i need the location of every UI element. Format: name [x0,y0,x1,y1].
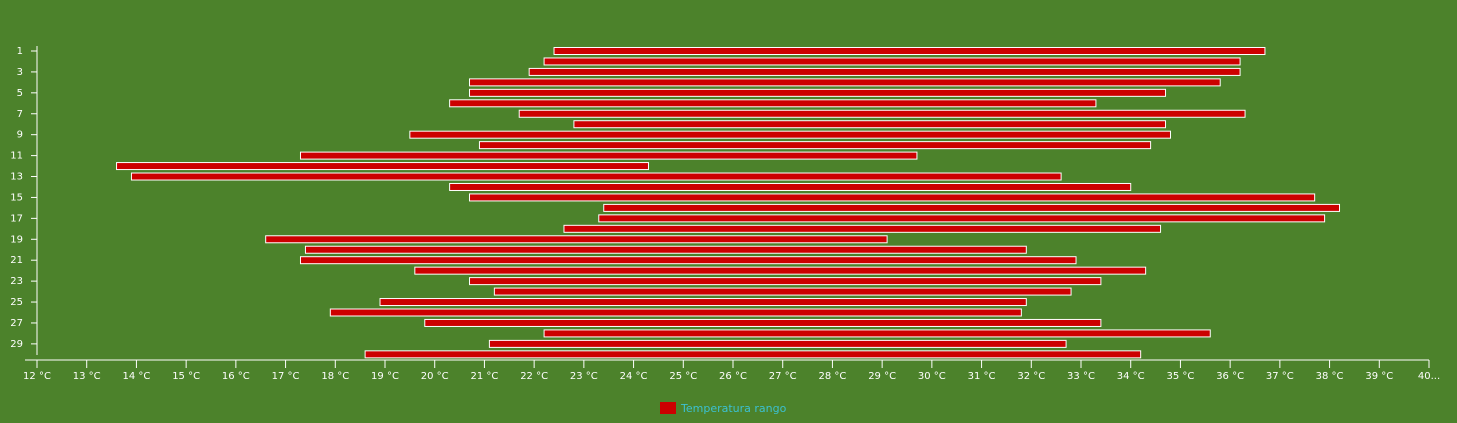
x-tick-label: 31 °C [968,371,996,382]
x-tick-label: 21 °C [470,371,498,382]
y-tick-label: 17 [10,213,23,224]
x-tick-label: 27 °C [769,371,797,382]
x-tick-label: 18 °C [321,371,349,382]
x-tick-label: 26 °C [719,371,747,382]
x-tick-label: 25 °C [669,371,697,382]
x-tick-label: 13 °C [73,371,101,382]
y-tick-label: 19 [10,234,23,245]
range-bar [414,266,1147,275]
x-tick-label: 34 °C [1117,371,1145,382]
range-bar [304,245,1027,254]
range-bar [449,182,1132,191]
legend-swatch [660,402,676,414]
x-tick-label: 16 °C [222,371,250,382]
x-tick-label: 20 °C [421,371,449,382]
range-bar [573,120,1167,129]
range-bar [543,57,1241,66]
y-tick-label: 25 [10,297,23,308]
y-tick-label: 15 [10,192,23,203]
range-bar [518,109,1246,118]
range-bar [563,224,1162,233]
range-bar [265,235,888,244]
range-bar [598,214,1326,223]
x-tick-label: 22 °C [520,371,548,382]
range-bar [116,162,649,171]
range-bar [543,329,1211,338]
range-bar [493,287,1072,296]
x-tick-label: 14 °C [122,371,150,382]
x-tick-label: 19 °C [371,371,399,382]
y-tick-label: 9 [17,130,23,141]
x-tick-label: 40... [1418,371,1440,382]
x-tick-label: 37 °C [1266,371,1294,382]
y-tick-label: 7 [17,109,23,120]
range-bar [329,308,1022,317]
range-bar [553,47,1266,55]
x-tick-label: 23 °C [570,371,598,382]
range-bar [603,203,1341,212]
x-tick-label: 15 °C [172,371,200,382]
x-tick-label: 17 °C [272,371,300,382]
range-bar [449,99,1097,108]
x-tick-label: 35 °C [1166,371,1194,382]
range-bar [478,141,1152,150]
x-tick-label: 39 °C [1365,371,1393,382]
x-tick-label: 30 °C [918,371,946,382]
x-tick-label: 38 °C [1316,371,1344,382]
y-tick-label: 21 [10,255,23,266]
y-tick-label: 13 [10,172,23,183]
x-tick-label: 12 °C [23,371,51,382]
range-bar [364,350,1142,359]
x-tick-label: 29 °C [868,371,896,382]
range-bar [469,88,1167,97]
y-tick-label: 27 [10,318,23,329]
range-bar [424,318,1102,327]
x-tick-label: 36 °C [1216,371,1244,382]
y-tick-label: 29 [10,339,23,350]
range-bar [409,130,1171,139]
y-tick-label: 3 [17,67,23,78]
range-bar [469,78,1221,87]
y-tick-label: 5 [17,88,23,99]
range-bar [469,277,1102,286]
x-tick-label: 33 °C [1067,371,1095,382]
range-bar [469,193,1316,202]
y-tick-label: 23 [10,276,23,287]
range-bar [379,298,1027,307]
range-bar [488,339,1067,348]
x-tick-label: 32 °C [1017,371,1045,382]
x-tick-label: 28 °C [818,371,846,382]
y-tick-label: 11 [10,151,23,162]
legend-label: Temperatura rango [680,402,787,415]
y-tick-label: 1 [17,46,23,57]
x-tick-label: 24 °C [620,371,648,382]
range-bar [130,172,1062,181]
range-bar [299,151,918,160]
range-bar [528,67,1241,76]
range-bar [299,256,1077,265]
